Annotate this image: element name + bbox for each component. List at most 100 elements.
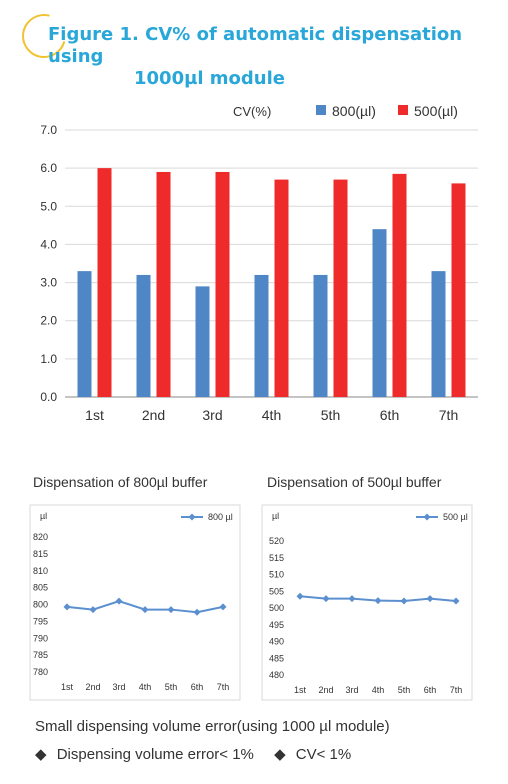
bar-500-4th: [274, 179, 289, 397]
data-point: [322, 595, 330, 603]
legend-marker: [423, 513, 431, 521]
bar-500-6th: [392, 173, 407, 397]
data-point: [115, 597, 123, 605]
summary-bullets: ◆ Dispensing volume error< 1% ◆ CV< 1%: [35, 745, 357, 763]
legend-label-800: 800(µl): [332, 103, 376, 119]
bullet-diamond-icon: ◆: [274, 746, 286, 763]
x-tick-label: 6th: [380, 407, 399, 423]
figure-title-line1: Figure 1. CV% of automatic dispensation …: [48, 24, 463, 67]
x-tick-label: 7th: [217, 682, 230, 692]
y-tick-label: 505: [269, 586, 284, 596]
x-tick-label: 3rd: [112, 682, 125, 692]
chart-panel: [261, 504, 473, 701]
y-tick-label: 495: [269, 620, 284, 630]
data-point: [400, 597, 408, 605]
x-tick-label: 5th: [165, 682, 178, 692]
data-point: [219, 603, 227, 611]
y-unit-label: µl: [40, 511, 47, 521]
y-tick-label: 480: [269, 670, 284, 680]
legend-swatch-500: [398, 105, 408, 115]
data-point: [89, 606, 97, 614]
x-tick-label: 7th: [450, 685, 463, 695]
bar-800-4th: [254, 274, 269, 397]
x-tick-label: 5th: [321, 407, 340, 423]
bar-500-2nd: [156, 171, 171, 397]
y-tick-label: 0.0: [40, 390, 57, 404]
legend-title: CV(%): [233, 104, 271, 119]
bullet-text: CV< 1%: [295, 746, 352, 763]
cv-bar-chart: 0.0 1.0 2.0 3.0 4.0 5.0 6.0 7.0 1st 2nd 3rd 4th 5th 6…: [40, 103, 478, 423]
y-unit-label: µl: [272, 511, 279, 521]
chart-title: Dispensation of 500µl buffer: [267, 474, 442, 490]
y-tick-label: 485: [269, 653, 284, 663]
y-tick-label: 1.0: [40, 352, 57, 366]
y-tick-label: 780: [33, 667, 48, 677]
chart-panel: [29, 504, 241, 701]
x-tick-label: 3rd: [202, 407, 222, 423]
bar-800-6th: [372, 229, 387, 397]
y-tick-label: 490: [269, 637, 284, 647]
x-tick-label: 2nd: [85, 682, 100, 692]
y-tick-label: 4.0: [40, 237, 57, 251]
y-tick-label: 3.0: [40, 276, 57, 290]
x-tick-label: 4th: [262, 407, 281, 423]
x-tick-label: 4th: [372, 685, 385, 695]
y-tick-label: 800: [33, 600, 48, 610]
figure-title: Figure 1. CV% of automatic dispensation …: [48, 24, 498, 90]
y-tick-label: 520: [269, 536, 284, 546]
bar-500-5th: [333, 179, 348, 397]
chart-title: Dispensation of 800µl buffer: [33, 474, 208, 490]
y-tick-label: 515: [269, 553, 284, 563]
legend-label-500: 500(µl): [414, 103, 458, 119]
bar-500-1st: [97, 168, 112, 397]
bar-800-1st: [77, 271, 92, 397]
data-point: [348, 595, 356, 603]
legend-swatch-800: [316, 105, 326, 115]
legend-label: 500 µl: [443, 512, 468, 522]
y-tick-label: 500: [269, 603, 284, 613]
x-tick-label: 5th: [398, 685, 411, 695]
x-tick-label: 2nd: [142, 407, 165, 423]
data-point: [452, 597, 460, 605]
bar-500-7th: [451, 183, 466, 397]
x-tick-label: 7th: [439, 407, 458, 423]
x-tick-label: 4th: [139, 682, 152, 692]
data-point: [141, 606, 149, 614]
y-tick-label: 6.0: [40, 161, 57, 175]
x-tick-label: 6th: [424, 685, 437, 695]
legend-marker: [188, 513, 196, 521]
x-tick-label: 1st: [61, 682, 74, 692]
data-point: [426, 595, 434, 603]
data-point: [193, 608, 201, 616]
y-tick-label: 790: [33, 633, 48, 643]
bar-800-7th: [431, 271, 446, 397]
y-tick-label: 510: [269, 570, 284, 580]
bar-800-2nd: [136, 274, 151, 397]
bar-800-5th: [313, 274, 328, 397]
bullet-diamond-icon: ◆: [35, 746, 47, 763]
legend-label: 800 µl: [208, 512, 233, 522]
y-tick-label: 815: [33, 549, 48, 559]
line-chart-500: Dispensation of 500µl buffer µl 480 485 490 4…: [261, 474, 473, 701]
y-tick-label: 795: [33, 616, 48, 626]
y-tick-label: 7.0: [40, 123, 57, 137]
figure-title-line2: 1000µl module: [134, 68, 285, 89]
x-tick-label: 6th: [191, 682, 204, 692]
data-point: [167, 606, 175, 614]
y-tick-label: 820: [33, 532, 48, 542]
y-tick-label: 5.0: [40, 199, 57, 213]
y-tick-label: 810: [33, 566, 48, 576]
line-chart-800: Dispensation of 800µl buffer µl 780 785 790 7…: [29, 474, 241, 701]
bullet-text: Dispensing volume error< 1%: [56, 746, 254, 763]
x-tick-label: 3rd: [345, 685, 358, 695]
x-tick-label: 2nd: [318, 685, 333, 695]
data-point: [63, 603, 71, 611]
y-tick-label: 2.0: [40, 314, 57, 328]
data-point: [374, 597, 382, 605]
x-tick-label: 1st: [85, 407, 104, 423]
summary-caption: Small dispensing volume error(using 1000…: [35, 718, 390, 735]
data-point: [296, 592, 304, 600]
bar-800-3rd: [195, 286, 210, 397]
y-tick-label: 785: [33, 650, 48, 660]
y-tick-label: 805: [33, 583, 48, 593]
